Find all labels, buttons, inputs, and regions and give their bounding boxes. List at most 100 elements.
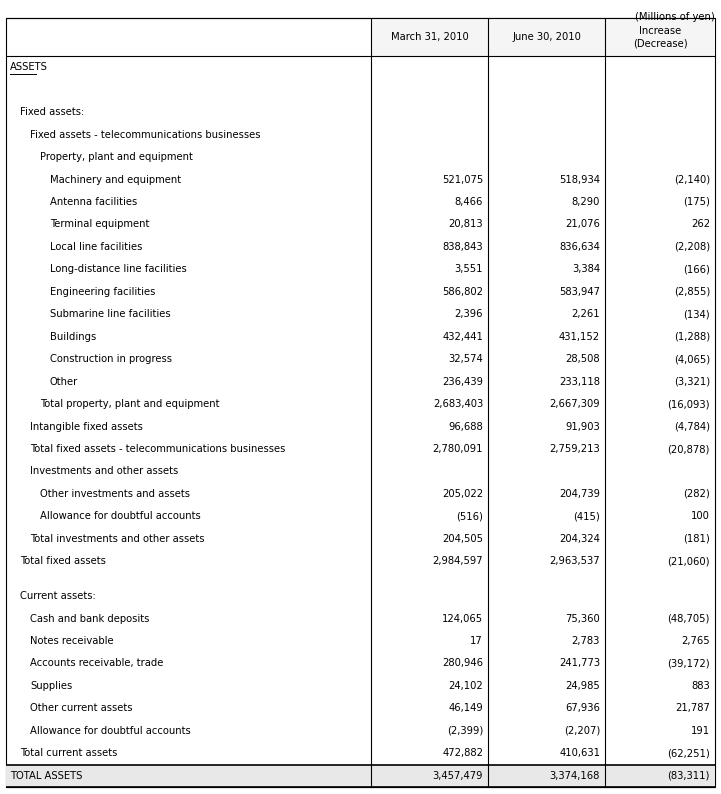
Text: (2,399): (2,399) <box>447 726 483 736</box>
Text: 2,261: 2,261 <box>572 310 600 319</box>
Text: 431,152: 431,152 <box>559 332 600 341</box>
Text: 583,947: 583,947 <box>559 287 600 297</box>
Text: Investments and other assets: Investments and other assets <box>30 466 178 476</box>
Text: 521,075: 521,075 <box>442 175 483 184</box>
Text: Property, plant and equipment: Property, plant and equipment <box>40 152 193 162</box>
Text: Total current assets: Total current assets <box>20 748 118 758</box>
Text: (62,251): (62,251) <box>667 748 710 758</box>
Text: 96,688: 96,688 <box>448 422 483 432</box>
Text: Other: Other <box>50 376 79 387</box>
Text: 21,076: 21,076 <box>565 219 600 229</box>
Text: Fixed assets:: Fixed assets: <box>20 107 84 118</box>
Text: 8,466: 8,466 <box>455 197 483 207</box>
Text: 472,882: 472,882 <box>442 748 483 758</box>
Bar <box>605 18 715 56</box>
Text: Total property, plant and equipment: Total property, plant and equipment <box>40 399 219 409</box>
Text: 91,903: 91,903 <box>565 422 600 432</box>
Text: (48,705): (48,705) <box>668 614 710 623</box>
Text: (516): (516) <box>456 511 483 522</box>
Text: 241,773: 241,773 <box>559 658 600 669</box>
Text: 100: 100 <box>691 511 710 522</box>
Text: 838,843: 838,843 <box>443 242 483 252</box>
Text: Total fixed assets: Total fixed assets <box>20 557 106 566</box>
Text: 24,985: 24,985 <box>565 681 600 691</box>
Text: 46,149: 46,149 <box>448 703 483 713</box>
Text: Submarine line facilities: Submarine line facilities <box>50 310 171 319</box>
Text: 3,457,479: 3,457,479 <box>433 771 483 781</box>
Text: Notes receivable: Notes receivable <box>30 636 114 646</box>
Text: 280,946: 280,946 <box>442 658 483 669</box>
Text: Intangible fixed assets: Intangible fixed assets <box>30 422 143 432</box>
Text: (166): (166) <box>683 264 710 275</box>
Text: TOTAL ASSETS: TOTAL ASSETS <box>10 771 82 781</box>
Text: Increase
(Decrease): Increase (Decrease) <box>633 25 687 48</box>
Text: 24,102: 24,102 <box>448 681 483 691</box>
Text: 883: 883 <box>691 681 710 691</box>
Text: 191: 191 <box>691 726 710 736</box>
Text: (175): (175) <box>683 197 710 207</box>
Text: 204,739: 204,739 <box>559 489 600 499</box>
Bar <box>488 18 605 56</box>
Text: 204,324: 204,324 <box>559 534 600 544</box>
Text: Supplies: Supplies <box>30 681 72 691</box>
Text: Fixed assets - telecommunications businesses: Fixed assets - telecommunications busine… <box>30 129 260 140</box>
Text: Antenna facilities: Antenna facilities <box>50 197 137 207</box>
Text: 2,984,597: 2,984,597 <box>433 557 483 566</box>
Text: 8,290: 8,290 <box>572 197 600 207</box>
Text: Other current assets: Other current assets <box>30 703 133 713</box>
Text: 3,384: 3,384 <box>572 264 600 275</box>
Text: Total investments and other assets: Total investments and other assets <box>30 534 205 544</box>
Text: (181): (181) <box>684 534 710 544</box>
Text: 2,683,403: 2,683,403 <box>433 399 483 409</box>
Text: 262: 262 <box>691 219 710 229</box>
Text: 2,759,213: 2,759,213 <box>549 444 600 454</box>
Text: 2,963,537: 2,963,537 <box>549 557 600 566</box>
Text: 518,934: 518,934 <box>559 175 600 184</box>
Text: (134): (134) <box>684 310 710 319</box>
Text: Machinery and equipment: Machinery and equipment <box>50 175 181 184</box>
Text: 836,634: 836,634 <box>559 242 600 252</box>
Text: 432,441: 432,441 <box>442 332 483 341</box>
Text: (2,855): (2,855) <box>673 287 710 297</box>
Text: 32,574: 32,574 <box>448 354 483 364</box>
Text: 20,813: 20,813 <box>448 219 483 229</box>
Text: Cash and bank deposits: Cash and bank deposits <box>30 614 149 623</box>
Text: 236,439: 236,439 <box>442 376 483 387</box>
Text: (2,140): (2,140) <box>674 175 710 184</box>
Text: Buildings: Buildings <box>50 332 96 341</box>
Text: Construction in progress: Construction in progress <box>50 354 172 364</box>
Text: 2,765: 2,765 <box>681 636 710 646</box>
Text: (282): (282) <box>684 489 710 499</box>
Text: 2,667,309: 2,667,309 <box>549 399 600 409</box>
Text: Accounts receivable, trade: Accounts receivable, trade <box>30 658 164 669</box>
Text: Other investments and assets: Other investments and assets <box>40 489 190 499</box>
Text: Allowance for doubtful accounts: Allowance for doubtful accounts <box>30 726 191 736</box>
Text: (16,093): (16,093) <box>668 399 710 409</box>
Text: March 31, 2010: March 31, 2010 <box>391 32 469 42</box>
Text: (Millions of yen): (Millions of yen) <box>635 12 715 22</box>
Text: (21,060): (21,060) <box>668 557 710 566</box>
Bar <box>371 18 488 56</box>
Text: (83,311): (83,311) <box>668 771 710 781</box>
Text: (3,321): (3,321) <box>674 376 710 387</box>
Text: June 30, 2010: June 30, 2010 <box>512 32 581 42</box>
Text: (20,878): (20,878) <box>668 444 710 454</box>
Text: 17: 17 <box>470 636 483 646</box>
Text: 3,374,168: 3,374,168 <box>549 771 600 781</box>
Text: Total fixed assets - telecommunications businesses: Total fixed assets - telecommunications … <box>30 444 286 454</box>
Text: Long-distance line facilities: Long-distance line facilities <box>50 264 187 275</box>
Text: 586,802: 586,802 <box>442 287 483 297</box>
Text: (415): (415) <box>573 511 600 522</box>
Text: 28,508: 28,508 <box>565 354 600 364</box>
Text: 124,065: 124,065 <box>442 614 483 623</box>
Text: 233,118: 233,118 <box>559 376 600 387</box>
Text: 67,936: 67,936 <box>565 703 600 713</box>
Text: (4,065): (4,065) <box>674 354 710 364</box>
Text: 75,360: 75,360 <box>565 614 600 623</box>
Text: 2,783: 2,783 <box>572 636 600 646</box>
Text: 21,787: 21,787 <box>675 703 710 713</box>
Text: Allowance for doubtful accounts: Allowance for doubtful accounts <box>40 511 200 522</box>
Text: Local line facilities: Local line facilities <box>50 242 142 252</box>
Text: (2,208): (2,208) <box>674 242 710 252</box>
Text: 2,396: 2,396 <box>455 310 483 319</box>
